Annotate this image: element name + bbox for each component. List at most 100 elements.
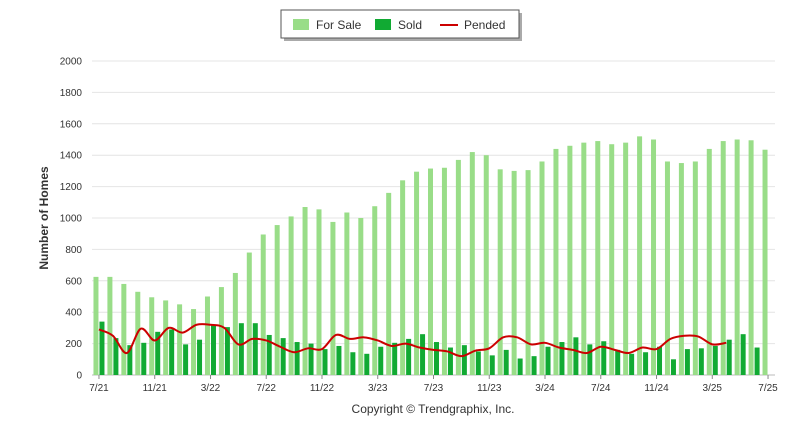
bar-for-sale [553, 148, 559, 375]
bar-sold [740, 334, 746, 375]
x-tick-label: 11/22 [310, 383, 335, 394]
bar-sold [155, 331, 161, 375]
x-tick-label: 7/23 [424, 383, 444, 394]
bar-sold [684, 349, 690, 375]
bar-for-sale [637, 136, 643, 375]
bar-for-sale [93, 276, 99, 375]
bar-for-sale [246, 252, 252, 375]
pended-line-layer [98, 323, 727, 358]
bar-for-sale [414, 171, 420, 375]
bar-sold [670, 359, 676, 375]
bar-sold [238, 323, 244, 375]
bar-for-sale [497, 169, 503, 375]
bar-for-sale [720, 141, 726, 375]
y-tick-label: 1200 [60, 182, 83, 193]
bar-for-sale [428, 168, 433, 375]
legend-swatch-sold [375, 19, 391, 30]
y-tick-labels: 0 200 400 600 800 1000 1200 1400 1600 1800 2000 [60, 57, 83, 382]
x-tick-label: 11/24 [644, 383, 669, 394]
bar-for-sale [302, 207, 308, 375]
bar-sold [712, 345, 718, 375]
x-tick-label: 7/22 [257, 383, 277, 394]
bar-sold [266, 334, 272, 375]
bar-sold [280, 338, 286, 375]
x-tick-label: 11/23 [477, 383, 502, 394]
bar-for-sale [330, 221, 336, 375]
bar-for-sale [232, 272, 238, 375]
bar-sold [169, 329, 175, 375]
x-tick-label: 7/21 [89, 383, 109, 394]
bar-sold [294, 342, 300, 375]
bar-for-sale [595, 141, 601, 375]
bar-sold [615, 349, 621, 375]
bar-for-sale [121, 283, 127, 375]
bar-sold [183, 344, 189, 375]
y-tick-label: 0 [76, 371, 82, 382]
bar-sold [629, 353, 635, 375]
bar-sold [350, 352, 356, 375]
bar-sold [517, 358, 523, 375]
bar-for-sale [455, 159, 461, 375]
bar-sold [308, 343, 314, 375]
bar-for-sale [762, 149, 768, 375]
x-tick-label: 7/24 [591, 383, 611, 394]
y-tick-label: 2000 [60, 57, 83, 68]
bar-for-sale [177, 304, 183, 375]
bar-for-sale [678, 163, 684, 375]
x-tick-label: 3/22 [201, 383, 221, 394]
bar-for-sale [441, 167, 447, 375]
bar-sold [726, 339, 732, 375]
bar-sold [754, 347, 760, 375]
bar-for-sale [372, 206, 378, 375]
gridlines [92, 60, 775, 376]
bar-sold [378, 346, 384, 375]
bar-sold [559, 342, 565, 375]
bar-for-sale [191, 309, 197, 375]
bar-sold [364, 353, 370, 375]
copyright: Copyright © Trendgraphix, Inc. [352, 402, 515, 416]
bar-sold [461, 345, 467, 375]
bars [93, 136, 768, 375]
bar-sold [127, 345, 133, 375]
bar-sold [336, 345, 342, 375]
bar-for-sale [288, 216, 294, 375]
legend-swatch-for-sale [293, 19, 309, 30]
y-tick-label: 600 [65, 276, 82, 287]
y-tick-label: 800 [65, 245, 82, 256]
bar-for-sale [692, 161, 698, 375]
y-axis-label: Number of Homes [37, 166, 51, 270]
bar-sold [447, 347, 453, 375]
bar-for-sale [163, 300, 169, 375]
x-tick-labels: 7/21 11/21 3/22 7/22 11/22 3/23 7/23 11/23 3/24 7… [89, 375, 778, 394]
bar-for-sale [358, 218, 364, 375]
legend-box [280, 9, 520, 39]
bar-sold [252, 323, 258, 375]
bar-for-sale [400, 180, 406, 375]
bar-for-sale [274, 225, 280, 375]
bar-sold [322, 349, 328, 375]
legend-label-for-sale: For Sale [316, 18, 362, 32]
bar-sold [503, 349, 509, 375]
bar-for-sale [748, 140, 754, 375]
y-tick-label: 1000 [60, 214, 83, 225]
bar-sold [545, 346, 551, 375]
bar-for-sale [664, 161, 670, 375]
bar-sold [434, 342, 439, 375]
pended-line [98, 323, 727, 358]
bar-for-sale [483, 155, 489, 375]
bar-sold [392, 342, 398, 375]
bar-for-sale [469, 152, 475, 375]
bar-sold [406, 338, 412, 375]
bar-for-sale [386, 192, 392, 375]
bar-for-sale [511, 170, 517, 375]
y-tick-label: 1600 [60, 119, 83, 130]
bar-sold [113, 338, 119, 375]
bar-sold [99, 321, 105, 375]
bar-sold [657, 346, 663, 375]
bar-for-sale [609, 144, 615, 375]
bar-sold [197, 339, 203, 375]
bar-sold [210, 324, 216, 375]
y-tick-label: 200 [65, 339, 82, 350]
bar-for-sale [107, 276, 113, 375]
x-tick-label: 3/25 [703, 383, 723, 394]
